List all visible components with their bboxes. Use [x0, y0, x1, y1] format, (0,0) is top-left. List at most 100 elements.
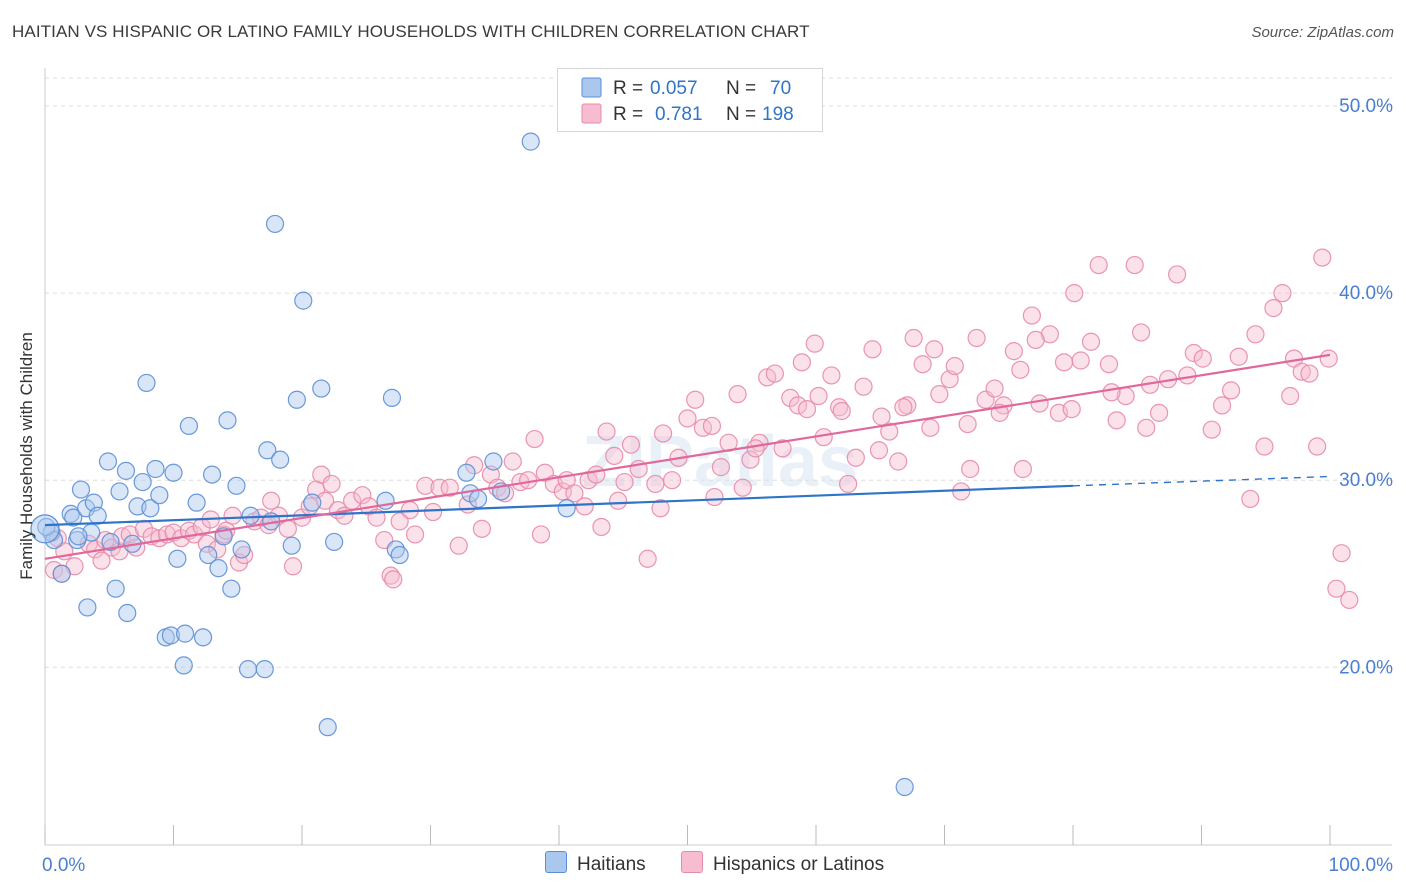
point-haitians	[457, 463, 476, 482]
point-hispanics	[788, 396, 808, 415]
point-hispanics	[553, 482, 572, 501]
point-haitians	[287, 390, 306, 409]
point-hispanics	[1193, 349, 1212, 368]
point-hispanics	[945, 356, 964, 376]
point-haitians	[218, 411, 237, 430]
point-hispanics	[1132, 323, 1151, 342]
point-hispanics	[822, 366, 841, 385]
point-hispanics	[1004, 342, 1023, 361]
point-haitians	[238, 660, 258, 679]
point-haitians	[227, 476, 246, 495]
point-hispanics	[322, 474, 341, 494]
point-hispanics	[1054, 353, 1074, 372]
point-haitians	[318, 718, 337, 737]
point-hispanics	[1313, 248, 1332, 267]
point-hispanics	[1212, 396, 1232, 415]
legend-item-haitians: Haitians	[545, 851, 646, 876]
legend-swatch-haitians-bottom	[545, 851, 567, 873]
point-hispanics	[846, 448, 865, 467]
point-hispanics	[609, 491, 628, 510]
series-haitians-points	[30, 132, 914, 797]
point-hispanics	[1264, 299, 1283, 318]
point-hispanics	[958, 414, 977, 434]
x-tick-label-min: 0.0%	[42, 855, 85, 876]
y-tick-label: 30.0%	[1339, 470, 1393, 491]
point-hispanics	[1340, 590, 1359, 610]
point-haitians	[325, 532, 344, 552]
point-haitians	[271, 450, 290, 469]
point-hispanics	[1300, 364, 1319, 383]
point-hispanics	[1137, 418, 1156, 437]
point-haitians	[209, 559, 228, 578]
point-hispanics	[662, 471, 682, 490]
legend-label-hispanics: Hispanics or Latinos	[713, 854, 885, 875]
point-haitians	[282, 536, 301, 555]
legend-r-value-2: 0.781	[655, 104, 703, 125]
point-hispanics	[1327, 579, 1346, 598]
point-hispanics	[869, 441, 889, 460]
point-haitians	[390, 545, 409, 565]
point-hispanics	[592, 517, 611, 537]
point-haitians	[69, 527, 88, 546]
point-hispanics	[854, 377, 873, 396]
legend-label-haitians: Haitians	[577, 854, 646, 875]
point-hispanics	[1149, 403, 1169, 422]
point-hispanics	[773, 439, 792, 458]
point-hispanics	[1241, 489, 1260, 509]
point-hispanics	[565, 484, 584, 503]
point-hispanics	[440, 478, 459, 497]
trend-lines	[44, 353, 1331, 560]
point-hispanics	[863, 340, 882, 359]
point-haitians	[895, 777, 914, 797]
point-hispanics	[653, 424, 673, 443]
point-haitians	[168, 549, 187, 568]
point-hispanics	[587, 465, 606, 484]
point-hispanics	[1062, 400, 1081, 419]
point-haitians	[468, 489, 488, 509]
point-haitians	[232, 540, 251, 559]
point-hispanics	[792, 353, 811, 372]
point-hispanics	[223, 506, 242, 525]
point-hispanics	[702, 416, 722, 436]
point-hispanics	[1184, 343, 1203, 363]
x-tick-label-max: 100.0%	[1329, 855, 1394, 876]
point-hispanics	[809, 386, 828, 406]
point-hispanics	[1308, 437, 1327, 456]
point-hispanics	[705, 487, 724, 507]
legend-swatch-hispanics-bottom	[681, 851, 703, 873]
point-hispanics	[1319, 349, 1338, 368]
point-hispanics	[615, 472, 634, 492]
legend-n-label-1: N =	[726, 78, 756, 99]
trend-line-hispanics	[44, 353, 1331, 560]
point-hispanics	[423, 502, 443, 522]
point-haitians	[382, 388, 402, 407]
point-hispanics	[472, 519, 491, 538]
point-haitians	[164, 463, 183, 482]
point-haitians-large	[30, 514, 60, 544]
correlation-legend: R = 0.057 N = 70 R = 0.781 N = 198	[557, 68, 823, 132]
point-haitians	[179, 416, 199, 436]
point-hispanics	[746, 439, 765, 458]
point-haitians	[118, 603, 137, 623]
point-haitians	[106, 579, 125, 598]
point-hispanics	[1013, 459, 1032, 479]
point-haitians	[222, 579, 241, 598]
point-haitians	[258, 441, 277, 460]
point-haitians	[116, 461, 136, 480]
point-hispanics	[741, 450, 760, 469]
point-hispanics	[208, 540, 227, 559]
legend-r-label-1: R =	[613, 78, 643, 99]
point-haitians	[265, 214, 285, 234]
point-hispanics	[1246, 325, 1265, 344]
point-haitians	[101, 532, 120, 552]
point-hispanics	[925, 340, 944, 359]
point-hispanics	[693, 418, 713, 437]
point-hispanics	[503, 452, 522, 471]
y-tick-label: 50.0%	[1339, 96, 1393, 117]
point-haitians	[98, 452, 118, 471]
point-hispanics	[1125, 255, 1144, 275]
legend-swatch-hispanics	[581, 103, 602, 124]
point-hispanics	[92, 551, 111, 570]
point-haitians	[255, 660, 274, 679]
point-haitians	[521, 132, 540, 151]
